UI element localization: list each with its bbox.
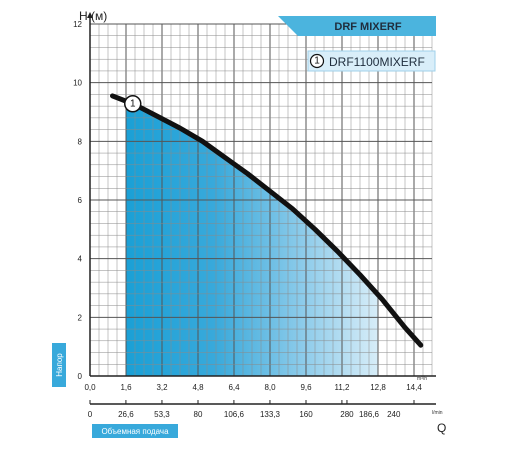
x-tick-label: 12,8 [370, 383, 386, 392]
x-tick-label: 3,2 [156, 383, 168, 392]
chart-title: DRF MIXERF [334, 21, 402, 33]
y-axis-title: H (м) [79, 9, 107, 23]
x-unit-lmin: l/min [432, 410, 443, 416]
y-tick-label: 6 [78, 196, 83, 205]
legend: 1 DRF1100MIXERF [307, 50, 436, 72]
lmin-tick-label: 80 [194, 410, 203, 419]
lmin-tick-label: 106,6 [224, 410, 245, 419]
x-axis-title: Q [437, 421, 446, 435]
y-tick-label: 4 [78, 255, 83, 264]
curve-marker-circle [124, 95, 142, 113]
lmin-tick-label: 280 [340, 410, 354, 419]
y-axis-arrow [87, 12, 93, 18]
x-tag: Объемная подача [92, 424, 178, 438]
x-tick-label: 0,0 [84, 383, 96, 392]
lmin-tick-label: 160 [299, 410, 313, 419]
legend-series-name: DRF1100MIXERF [329, 55, 425, 69]
y-tick-labels: 0 2 4 6 8 10 12 [73, 20, 82, 381]
y-tick-label: 0 [78, 372, 83, 381]
lmin-tick-label: 240 [387, 410, 401, 419]
x-tick-label: 8,0 [264, 383, 276, 392]
curve-marker: 1 [124, 95, 142, 113]
curve-marker-label: 1 [130, 98, 136, 109]
x-tick-label: 14,4 [406, 383, 422, 392]
x-tick-labels-m3h: 0,0 1,6 3,2 4,8 6,4 8,0 9,6 11,2 12,8 14,4 [84, 383, 422, 392]
x-tick-label: 11,2 [335, 383, 351, 392]
y-tag: Напор [52, 343, 66, 387]
lmin-tick-label: 186,6 [359, 410, 380, 419]
legend-marker [309, 53, 325, 69]
x-tick-label: 9,6 [300, 383, 312, 392]
y-tick-label: 12 [73, 20, 82, 29]
x-tick-label: 4,8 [192, 383, 204, 392]
y-tick-label: 2 [78, 313, 83, 322]
x-tick-label: 1,6 [120, 383, 132, 392]
title-banner: DRF MIXERF [278, 16, 436, 36]
y-tick-label: 10 [73, 79, 82, 88]
lmin-tick-label: 26,6 [118, 410, 134, 419]
x-tag-label: Объемная подача [101, 427, 169, 436]
series-line-drf1100mixerf [110, 93, 424, 348]
axes [87, 12, 436, 377]
lmin-tick-label: 133,3 [260, 410, 281, 419]
legend-marker-label: 1 [314, 56, 320, 67]
lmin-tick-label: 53,3 [154, 410, 170, 419]
lmin-axis: 0 26,6 53,3 80 106,6 133,3 160 186,6 240 280 [88, 400, 436, 419]
x-unit-m3h: m³/h [417, 376, 427, 382]
y-tag-label: Напор [55, 353, 64, 377]
y-tick-label: 8 [78, 137, 83, 146]
lmin-tick-label: 0 [88, 410, 93, 419]
x-tick-label: 6,4 [228, 383, 240, 392]
